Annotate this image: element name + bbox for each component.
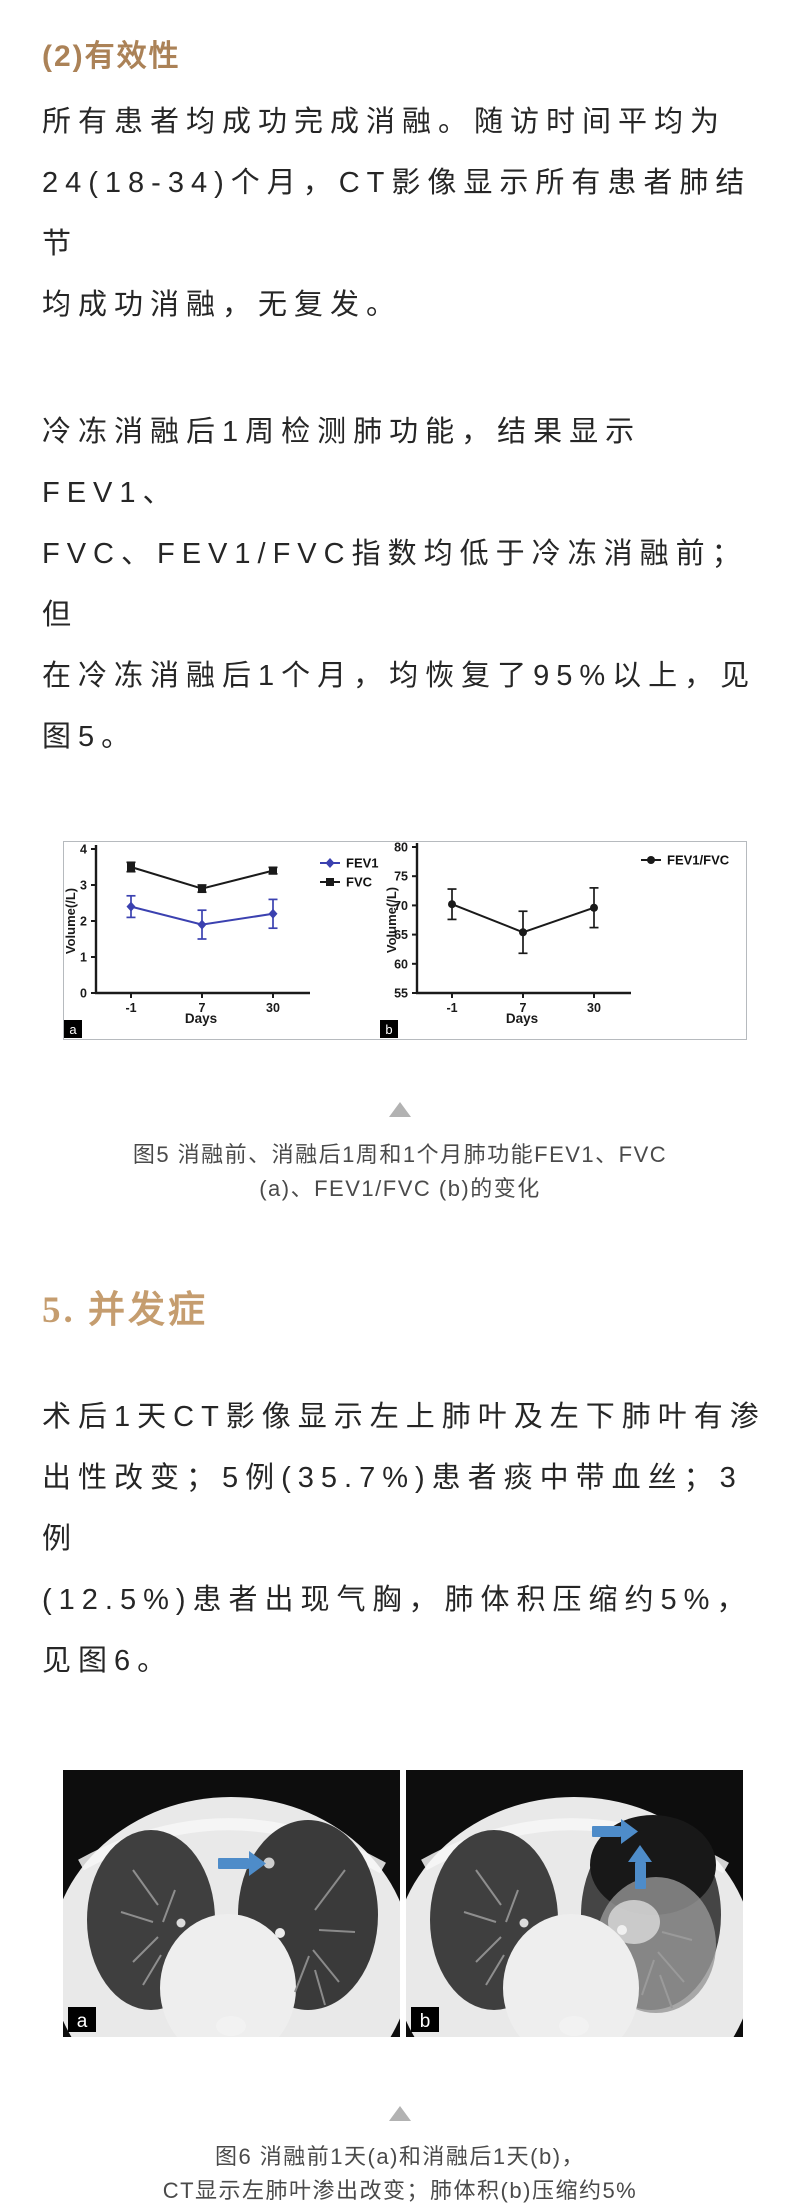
svg-text:70: 70: [394, 899, 408, 913]
ct-arrow-right-icon: [592, 1819, 638, 1844]
svg-text:4: 4: [80, 843, 87, 857]
panel-label: a: [77, 2011, 88, 2032]
figure5-chart: 0 1 2 3 4 -1 7 30 Days Volume(/L) FEV1 FVC a 55 60 65 70…: [63, 841, 730, 1038]
lung-nodule: [263, 1857, 275, 1869]
svg-text:Volume(/L): Volume(/L): [64, 888, 78, 954]
svg-text:75: 75: [394, 870, 408, 884]
effectiveness-paragraph-2: 冷冻消融后1周检测肺功能，结果显示FEV1、 FVC、FEV1/FVC指数均低于…: [42, 416, 757, 753]
svg-text:Days: Days: [185, 1011, 217, 1026]
svg-text:FVC: FVC: [346, 875, 373, 890]
svg-text:3: 3: [80, 879, 87, 893]
svg-text:-1: -1: [125, 1001, 136, 1015]
svg-text:60: 60: [394, 957, 408, 971]
svg-text:b: b: [385, 1022, 392, 1037]
lung-vessels: [641, 1931, 693, 2009]
complications-paragraph: 术后1天CT影像显示左上肺叶及左下肺叶有渗 出性改变；5例(35.7%)患者痰中…: [42, 1401, 766, 1677]
triangle-up-icon: [389, 1102, 411, 1117]
figure5-caption: 图5 消融前、消融后1周和1个月肺功能FEV1、FVC (a)、FEV1/FVC…: [132, 1142, 668, 1201]
svg-text:55: 55: [394, 987, 408, 1001]
svg-text:FEV1/FVC: FEV1/FVC: [667, 853, 730, 868]
svg-text:80: 80: [394, 842, 408, 855]
mediastinum: [160, 1914, 296, 2037]
ct-arrow-right-icon: [218, 1851, 266, 1876]
svg-text:30: 30: [266, 1001, 280, 1015]
effectiveness-paragraph-1: 所有患者均成功完成消融。随访时间平均为 24(18-34)个月，CT影像显示所有…: [42, 106, 752, 321]
complications-heading: 5. 并发症: [42, 1290, 208, 1331]
triangle-up-icon: [389, 2106, 411, 2121]
hilum-spot: [617, 1925, 627, 1935]
hilum-spot: [519, 1918, 529, 1928]
svg-text:FEV1: FEV1: [346, 856, 379, 871]
svg-text:7: 7: [199, 1001, 206, 1015]
ct-arrow-up-icon: [628, 1845, 652, 1889]
effectiveness-heading: (2)有效性: [42, 40, 181, 73]
mediastinum: [503, 1914, 639, 2037]
svg-text:65: 65: [394, 928, 408, 942]
hilum-spot: [275, 1928, 285, 1938]
figure6-ct-images: a b: [63, 1770, 743, 2037]
lung-vessels: [120, 1869, 176, 1986]
svg-text:1: 1: [80, 951, 87, 965]
svg-text:7: 7: [520, 1001, 527, 1015]
svg-text:30: 30: [587, 1001, 601, 1015]
panel-label: b: [420, 2011, 431, 2032]
figure6-caption: 图6 消融前1天(a)和消融后1天(b)， CT显示左肺叶渗出改变；肺体积(b)…: [162, 2144, 638, 2203]
figure5-lung-function-chart: 0 1 2 3 4 -1 7 30 Days Volume(/L) FEV1 FVC a 55 60 65 70…: [63, 841, 747, 1040]
svg-text:Days: Days: [506, 1011, 538, 1026]
svg-text:Volume(/L): Volume(/L): [384, 887, 399, 953]
spine: [559, 2016, 589, 2036]
ct-image-post-ablation: b: [406, 1770, 743, 2037]
spine: [216, 2016, 246, 2036]
lung-vessels: [463, 1869, 519, 1986]
svg-text:-1: -1: [446, 1001, 457, 1015]
lung-vessels: [294, 1869, 356, 2006]
ct-image-pre-ablation: a: [63, 1770, 400, 2037]
hilum-spot: [176, 1918, 186, 1928]
svg-text:0: 0: [80, 987, 87, 1001]
svg-text:a: a: [69, 1022, 77, 1037]
svg-text:2: 2: [80, 915, 87, 929]
